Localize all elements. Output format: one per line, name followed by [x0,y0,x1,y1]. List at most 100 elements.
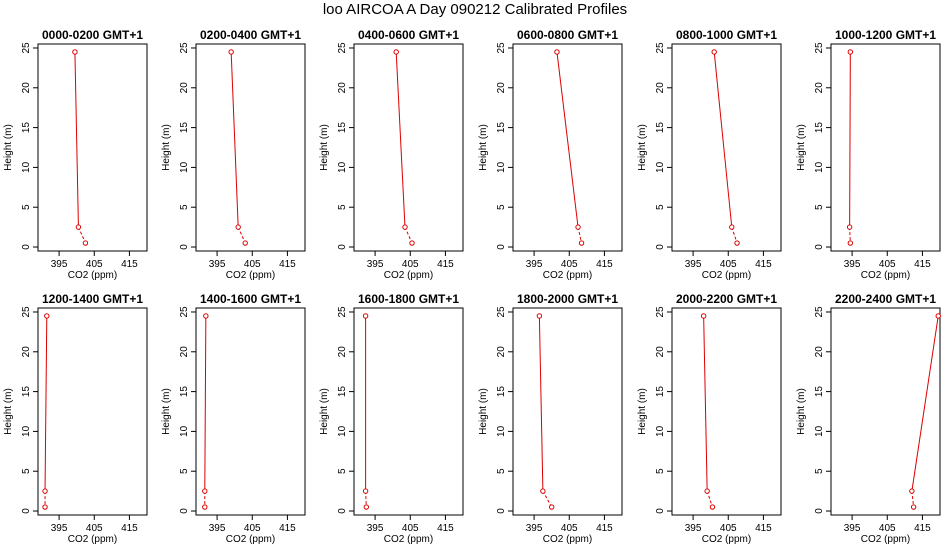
data-point [202,488,208,494]
y-tick-label: 25 [179,306,190,318]
panel-title: 0400-0600 GMT+1 [358,28,459,42]
x-tick-label: 405 [879,523,896,534]
x-tick-label: 395 [526,523,543,534]
data-point [540,488,546,494]
panel-title: 0000-0200 GMT+1 [42,28,143,42]
y-tick-label: 15 [814,122,825,134]
y-tick-label: 20 [21,346,32,358]
x-axis-label: CO2 (ppm) [702,534,751,545]
data-point [363,504,370,510]
y-tick-label: 10 [655,161,666,173]
y-tick-label: 20 [814,82,825,94]
y-tick-label: 10 [21,425,32,437]
y-tick-label: 15 [496,122,507,134]
y-tick-label: 15 [814,386,825,398]
y-tick-label: 10 [21,161,32,173]
profile-line-upper [538,315,544,492]
x-axis-label: CO2 (ppm) [68,534,117,545]
x-tick-label: 395 [51,523,68,534]
profile-line-lower [577,227,583,244]
y-tick-label: 5 [814,204,825,210]
x-tick-label: 405 [402,523,419,534]
x-tick-label: 415 [279,523,296,534]
y-tick-label: 15 [21,386,32,398]
y-tick-label: 5 [337,468,348,474]
x-tick-label: 415 [121,259,138,270]
y-tick-label: 5 [179,204,190,210]
panel-title: 1600-1800 GMT+1 [358,292,459,306]
y-axis-label: Height (m) [478,388,489,435]
x-tick-label: 395 [685,259,702,270]
y-tick-label: 20 [814,346,825,358]
data-point [704,488,710,494]
y-tick-label: 5 [655,204,666,210]
x-axis-label: CO2 (ppm) [702,270,751,281]
y-tick-label: 25 [179,42,190,54]
y-tick-label: 0 [21,508,32,514]
y-axis-label: Height (m) [637,124,648,171]
profile-panel-5: 0800-1000 GMT+1 395 405 415 0 5 10 15 20 25 CO2 (p… [637,28,782,281]
profile-line-upper [703,315,708,492]
data-point [909,488,915,494]
y-tick-label: 25 [337,42,348,54]
x-tick-label: 405 [879,259,896,270]
x-tick-label: 395 [367,259,384,270]
x-tick-label: 415 [437,259,454,270]
x-tick-label: 405 [561,259,578,270]
x-axis-label: CO2 (ppm) [384,534,433,545]
y-tick-label: 10 [814,425,825,437]
x-axis-label: CO2 (ppm) [226,270,275,281]
data-point [711,49,717,55]
data-point [578,240,585,246]
profile-panel-8: 1400-1600 GMT+1 395 405 415 0 5 10 15 20 25 CO2 (p… [161,292,306,545]
y-axis-label: Height (m) [3,388,14,435]
panel-title: 0600-0800 GMT+1 [517,28,618,42]
y-tick-label: 25 [21,306,32,318]
y-axis-label: Height (m) [637,388,648,435]
profile-line-upper [230,51,239,228]
y-tick-label: 20 [179,346,190,358]
data-point [554,49,560,55]
y-tick-label: 5 [496,204,507,210]
data-point [402,224,408,230]
profile-panel-12: 2200-2400 GMT+1 395 405 415 0 5 10 15 20 25 CO2 (p… [796,292,941,545]
panel-title: 2200-2400 GMT+1 [835,292,936,306]
y-axis-label: Height (m) [3,124,14,171]
x-axis-label: CO2 (ppm) [861,270,910,281]
profile-line-upper [395,51,406,228]
panel-title: 1200-1400 GMT+1 [42,292,143,306]
x-tick-label: 395 [844,259,861,270]
profile-line-upper [204,315,207,492]
y-axis-label: Height (m) [796,388,807,435]
y-tick-label: 10 [337,161,348,173]
panel-title: 1000-1200 GMT+1 [835,28,936,42]
y-tick-label: 10 [496,161,507,173]
data-point [42,488,48,494]
panel-title: 1400-1600 GMT+1 [200,292,301,306]
y-tick-label: 0 [337,244,348,250]
data-point [42,504,48,510]
x-axis-label: CO2 (ppm) [861,534,910,545]
data-point [228,49,234,55]
x-tick-label: 395 [367,523,384,534]
x-tick-label: 415 [755,523,772,534]
data-point [242,240,248,246]
y-tick-label: 20 [337,346,348,358]
data-point [202,504,208,510]
data-point [910,504,917,510]
x-tick-label: 405 [402,259,419,270]
data-point [935,313,941,319]
data-point [362,313,369,319]
profile-line-lower [731,226,738,244]
x-tick-label: 405 [244,259,261,270]
y-tick-label: 0 [179,244,190,250]
profile-line-upper [713,51,733,228]
x-tick-label: 395 [844,523,861,534]
y-tick-label: 15 [337,122,348,134]
y-axis-label: Height (m) [796,124,807,171]
y-tick-label: 25 [496,42,507,54]
plot-frame [671,43,782,252]
y-tick-label: 25 [655,42,666,54]
x-tick-label: 405 [86,523,103,534]
y-axis-label: Height (m) [161,124,172,171]
